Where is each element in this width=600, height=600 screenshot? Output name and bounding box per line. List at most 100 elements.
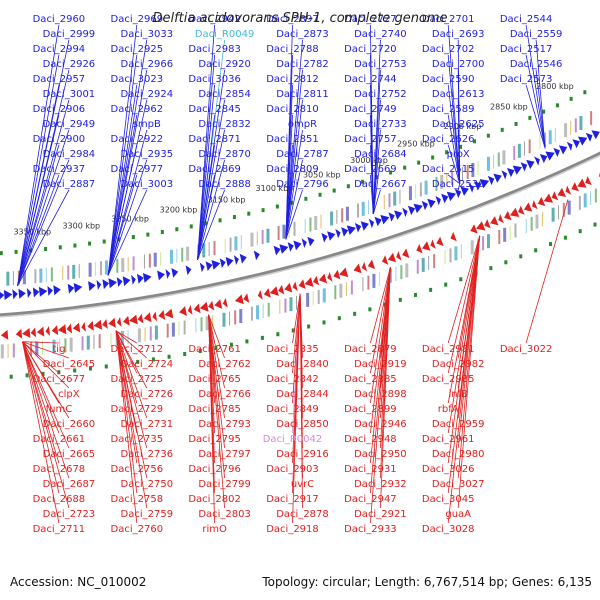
forward-gene-arrow — [122, 276, 131, 287]
gene-function-stripe — [583, 193, 587, 208]
gene-label: Daci_2957 — [33, 74, 86, 85]
reverse-gene-arrow — [470, 224, 478, 234]
gene-label: Daci_2899 — [344, 404, 397, 415]
gene-function-stripe — [64, 338, 67, 353]
gene-function-stripe — [284, 298, 287, 313]
genome-rings: 2800 kbp 2850 kbp 2900 kbp 2950 kbp 3000 kbp… — [0, 82, 600, 379]
gene-label: Daci_2759 — [121, 509, 174, 520]
gene-label: Daci_R0049 — [195, 29, 255, 40]
reverse-gene-arrow — [339, 267, 349, 278]
leader-line — [370, 174, 374, 215]
gene-label: Daci_2665 — [43, 449, 96, 460]
leader-line — [447, 235, 481, 434]
gene-function-stripe — [567, 200, 571, 215]
leader-line — [372, 159, 381, 215]
gene-function-stripe — [419, 182, 422, 197]
leader-line — [22, 341, 60, 434]
forward-gene-arrow — [88, 281, 96, 291]
gene-function-stripe — [267, 302, 270, 317]
kbp-tick-label: 2850 kbp — [490, 103, 528, 112]
reverse-gene-arrow — [436, 236, 444, 247]
reverse-gene-arrow — [123, 315, 130, 326]
gene-label: Daci_2809 — [266, 164, 319, 175]
leader-line — [22, 341, 70, 419]
tick-mark — [9, 374, 13, 379]
gene-function-stripe — [282, 224, 286, 239]
gene-label: Daci_2845 — [188, 104, 241, 115]
gene-label: Daci_2960 — [33, 14, 86, 25]
gene-label: Daci_2544 — [500, 14, 553, 25]
gene-label: Daci_2870 — [198, 149, 251, 160]
tick-mark — [204, 221, 208, 226]
leader-line — [292, 293, 301, 344]
gene-label: Daci_3027 — [432, 479, 485, 490]
forward-gene-arrow — [520, 162, 528, 172]
gene-label: Daci_2873 — [276, 29, 329, 40]
gene-function-stripe — [482, 236, 485, 251]
tick-mark — [445, 150, 449, 155]
gene-function-stripe — [539, 134, 541, 149]
gene-label: Daci_2735 — [111, 434, 164, 445]
reverse-gene-arrow — [551, 191, 559, 201]
gene-label: Daci_2731 — [121, 419, 174, 430]
tick-mark — [542, 109, 546, 114]
leader-line — [22, 341, 70, 389]
forward-gene-arrow — [53, 285, 61, 296]
gene-label: fumC — [46, 404, 73, 415]
leader-line — [447, 235, 481, 374]
gene-function-stripe — [378, 272, 380, 287]
gene-function-stripe — [234, 310, 237, 325]
tick-mark — [102, 239, 106, 244]
genome-summary: Topology: circular; Length: 6,767,514 bp… — [261, 575, 592, 589]
gene-function-stripe — [0, 344, 4, 359]
gene-function-stripe — [535, 214, 539, 229]
forward-gene-arrow — [407, 205, 416, 216]
gene-function-stripe — [367, 200, 369, 215]
gene-function-stripe — [306, 292, 310, 307]
forward-gene-arrow — [493, 173, 502, 183]
forward-gene-arrow — [279, 244, 289, 254]
reverse-gene-arrow — [257, 290, 263, 300]
forward-gene-arrow — [526, 159, 535, 169]
gene-label: Daci_2702 — [422, 44, 475, 55]
forward-gene-arrow — [468, 183, 474, 193]
leader-line — [197, 189, 225, 260]
reverse-gene-arrow — [353, 263, 362, 274]
tick-mark — [0, 251, 3, 256]
leader-line — [107, 39, 148, 276]
reverse-gene-arrow — [450, 232, 457, 242]
tick-mark — [346, 184, 350, 189]
leader-line — [197, 84, 215, 260]
gene-function-stripe — [514, 223, 517, 238]
accession-text: Accession: NC_010002 — [10, 575, 146, 589]
gene-function-stripe — [424, 180, 428, 195]
leader-line — [197, 174, 215, 260]
reverse-gene-arrow — [537, 196, 546, 207]
gene-function-stripe — [22, 270, 26, 285]
leader-line — [22, 341, 59, 344]
reverse-gene-arrow — [116, 317, 122, 327]
tick-mark — [131, 235, 135, 240]
gene-label: Daci_2761 — [188, 344, 241, 355]
gene-function-stripe — [525, 219, 527, 234]
reverse-gene-arrow — [93, 319, 103, 330]
forward-gene-arrow — [388, 212, 395, 222]
leader-line — [370, 267, 391, 434]
tick-mark — [332, 188, 336, 193]
gene-label: Daci_2985 — [422, 374, 475, 385]
gene-function-stripe — [361, 201, 365, 216]
gene-function-stripe — [200, 317, 203, 332]
gene-function-stripe — [562, 203, 565, 218]
forward-gene-arrow — [96, 280, 102, 290]
gene-label: Daci_2851 — [266, 134, 319, 145]
gene-label: Daci_2762 — [198, 359, 251, 370]
gene-label: ompR — [288, 119, 317, 130]
leader-line — [22, 341, 70, 449]
leader-line — [22, 341, 60, 464]
gene-label: Daci_2919 — [354, 359, 407, 370]
leader-line — [115, 330, 138, 344]
leader-line — [22, 341, 60, 494]
tick-mark — [486, 133, 490, 138]
gene-function-stripe — [304, 218, 306, 233]
tick-mark — [353, 311, 357, 316]
